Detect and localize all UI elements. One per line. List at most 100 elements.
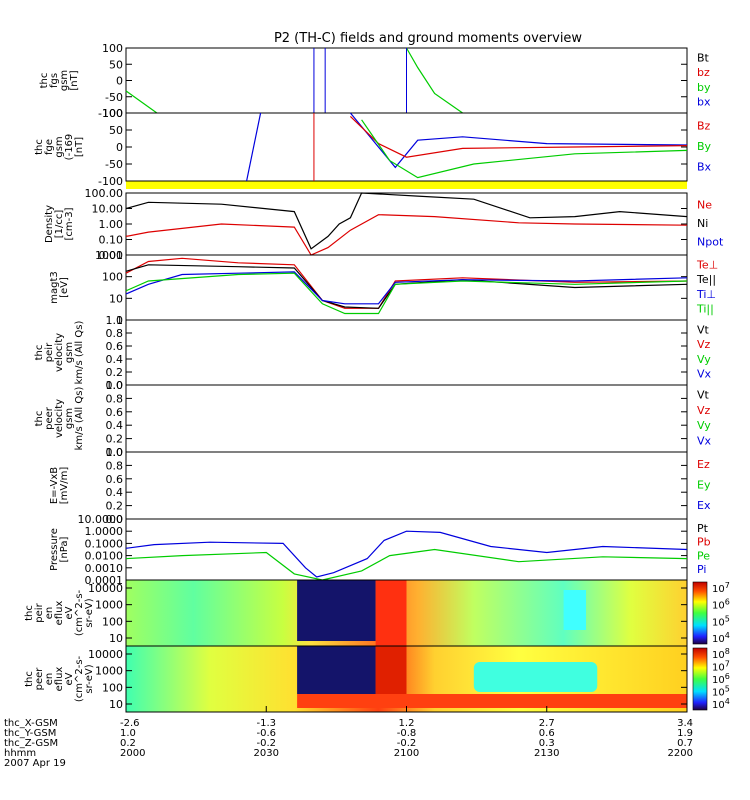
y-tick-label: -50 <box>105 158 123 171</box>
trace-by <box>361 119 688 179</box>
y-tick-label: 0.4 <box>106 486 124 499</box>
trace-bz <box>349 115 688 158</box>
trace-ti-par <box>125 272 688 315</box>
legend-Vz: Vz <box>697 404 711 417</box>
colorbar-tick-label: 104 <box>712 697 730 711</box>
spectrogram-low-energy-band <box>297 694 687 708</box>
y-tick-label: 1000 <box>95 249 123 262</box>
y-tick-label: 0.2 <box>106 500 124 513</box>
y-tick-label: 0.6 <box>106 473 124 486</box>
panel-frame <box>125 319 688 386</box>
y-axis-label: [nT] <box>74 137 85 157</box>
panel-frame <box>125 254 688 321</box>
trace-ni <box>125 192 688 250</box>
x-date-label: 2007 Apr 19 <box>4 758 66 769</box>
y-tick-label: 0.1000 <box>85 537 124 550</box>
y-tick-label: 10000 <box>88 648 123 661</box>
y-tick-label: 1.0 <box>106 314 124 327</box>
y-axis-label: km/s (All Qs) <box>74 387 85 451</box>
y-tick-label: 0.6 <box>106 340 124 353</box>
x-row-value: -1.3 <box>256 718 276 729</box>
y-tick-label: 0.2 <box>106 433 124 446</box>
x-row-value: -2.6 <box>120 718 140 729</box>
legend-Ti⊥: Ti⊥ <box>696 288 716 301</box>
panel-frame <box>125 384 688 453</box>
y-tick-label: 10.00 <box>92 203 124 216</box>
y-tick-label: 100 <box>102 681 123 694</box>
y-tick-label: 100.00 <box>85 187 124 200</box>
legend-By: By <box>697 140 712 153</box>
legend-Ey: Ey <box>697 479 711 492</box>
spectrogram-gap <box>297 580 376 641</box>
colorbar-peer_eflux <box>692 647 708 711</box>
x-row-value: 1.9 <box>677 728 693 739</box>
y-tick-label: 0.0 <box>106 446 124 459</box>
y-axis-label: fgs <box>49 73 60 88</box>
y-axis-label: Density <box>44 205 55 243</box>
y-axis-label: en <box>44 673 55 686</box>
y-tick-label: 10.0000 <box>78 513 124 526</box>
trace-te-par <box>125 264 688 309</box>
y-axis-label: gsm <box>59 70 70 91</box>
x-row-label: hhmm <box>4 748 36 759</box>
y-axis-label: eflux <box>54 667 65 692</box>
y-axis-label: thc <box>39 73 50 89</box>
y-axis-label: velocity <box>54 333 65 372</box>
legend-Ti||: Ti|| <box>696 303 714 316</box>
quality-flag-bar <box>126 181 687 189</box>
y-axis-label: eV <box>64 672 75 685</box>
legend-Ne: Ne <box>697 198 712 211</box>
y-tick-label: 0.10 <box>99 234 124 247</box>
legend-Vz: Vz <box>697 338 711 351</box>
y-axis-label: thc <box>34 411 45 427</box>
y-tick-label: 0.0 <box>106 513 124 526</box>
y-tick-label: 0.2 <box>106 366 124 379</box>
y-tick-label: 10 <box>109 292 123 305</box>
trace-by <box>125 90 158 114</box>
colorbar-tick-label: 106 <box>712 598 730 612</box>
y-axis-label: peir <box>34 602 45 622</box>
trace-ti-perp <box>125 271 688 305</box>
y-tick-label: 0.8 <box>106 392 124 405</box>
x-row-value: 2100 <box>394 748 419 759</box>
trace-ne <box>125 214 688 256</box>
y-tick-label: 0.8 <box>106 327 124 340</box>
panel-frame <box>125 451 688 520</box>
legend-Pt: Pt <box>697 522 709 535</box>
legend-Ez: Ez <box>697 458 710 471</box>
y-tick-label: 0.8 <box>106 459 124 472</box>
x-row-value: -0.2 <box>256 738 276 749</box>
y-axis-label: en <box>44 607 55 620</box>
x-row-value: 1.2 <box>399 718 415 729</box>
y-tick-label: -100 <box>98 107 123 120</box>
y-axis-label: thc <box>24 605 35 621</box>
y-axis-label: [mV/m] <box>59 467 70 505</box>
y-axis-label: km/s (All Qs) <box>74 321 85 385</box>
x-row-value: 0.7 <box>677 738 693 749</box>
y-tick-label: 100 <box>102 615 123 628</box>
trace-bx <box>246 112 262 182</box>
y-tick-label: 0.4 <box>106 353 124 366</box>
legend-Npot: Npot <box>697 236 724 249</box>
y-axis-label: [nT] <box>69 70 80 90</box>
x-row-value: 2.7 <box>539 718 555 729</box>
colorbar-tick-label: 105 <box>712 614 730 628</box>
y-tick-label: 50 <box>109 124 123 137</box>
y-axis-label: E=-VxB <box>49 467 60 504</box>
x-row-value: -0.2 <box>397 738 417 749</box>
x-row-value: 2130 <box>534 748 559 759</box>
legend-Pb: Pb <box>697 536 711 549</box>
spectrogram-red-region <box>375 646 407 694</box>
x-row-value: -0.8 <box>397 728 417 739</box>
y-axis-label: Pressure <box>49 528 60 571</box>
colorbar-tick-label: 107 <box>712 581 730 595</box>
y-tick-label: -100 <box>98 175 123 188</box>
chart-title: P2 (TH-C) fields and ground moments over… <box>274 31 582 46</box>
legend-Vy: Vy <box>697 353 711 366</box>
legend-Bx: Bx <box>697 161 712 174</box>
y-tick-label: 0.6 <box>106 406 124 419</box>
